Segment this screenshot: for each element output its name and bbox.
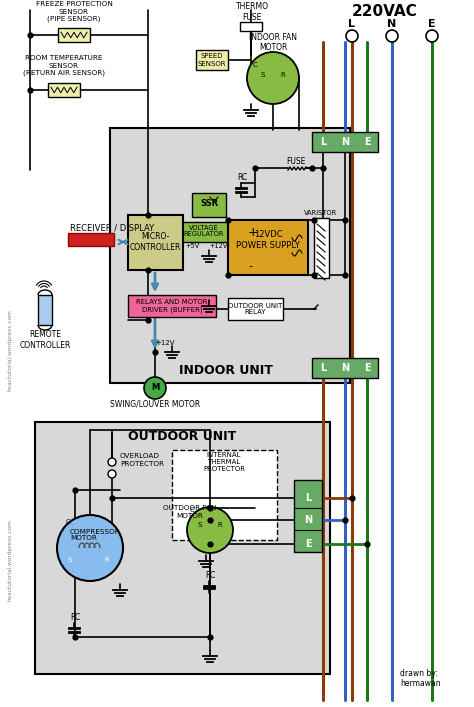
Bar (312, 132, 378, 152)
Text: 12VDC
POWER SUPPLY: 12VDC POWER SUPPLY (236, 230, 300, 250)
Text: FREEZE PROTECTION
SENSOR
(PIPE SENSOR): FREEZE PROTECTION SENSOR (PIPE SENSOR) (36, 1, 112, 22)
Bar (68, 233, 114, 246)
Bar (312, 358, 378, 378)
Bar (240, 22, 262, 31)
Text: hvactutorial.wordpress.com: hvactutorial.wordpress.com (8, 519, 12, 601)
Text: RELAYS AND MOTOR
DRIVER (BUFFER): RELAYS AND MOTOR DRIVER (BUFFER) (136, 299, 208, 312)
Text: +: + (248, 226, 259, 238)
Text: -: - (248, 261, 252, 271)
Text: hvactutorial.wordpress.com: hvactutorial.wordpress.com (8, 309, 12, 391)
Bar (110, 128, 350, 383)
Text: INDOOR UNIT: INDOOR UNIT (179, 363, 273, 377)
Text: SWING/LOUVER MOTOR: SWING/LOUVER MOTOR (110, 399, 200, 409)
Bar (228, 298, 283, 320)
Text: OVERLOAD
PROTECTOR: OVERLOAD PROTECTOR (120, 453, 164, 467)
Text: S: S (198, 522, 202, 528)
Circle shape (187, 507, 233, 553)
Text: ROOM TEMPERATURE
SENSOR
(RETURN AIR SENSOR): ROOM TEMPERATURE SENSOR (RETURN AIR SENS… (23, 56, 105, 76)
Text: RECEIVER / DISPLAY: RECEIVER / DISPLAY (70, 223, 154, 233)
Text: VOLTAGE
REGULATOR: VOLTAGE REGULATOR (184, 225, 224, 238)
Circle shape (247, 52, 299, 104)
Text: E: E (428, 19, 436, 29)
Text: COMPRESSOR
MOTOR: COMPRESSOR MOTOR (70, 529, 121, 542)
Bar (314, 218, 329, 278)
Circle shape (144, 377, 166, 399)
Text: REMOTE
CONTROLLER: REMOTE CONTROLLER (19, 330, 71, 350)
Text: INDOOR FAN
MOTOR: INDOOR FAN MOTOR (249, 33, 297, 52)
Text: S: S (68, 557, 72, 563)
Text: R: R (281, 72, 285, 78)
Text: INTERNAL
THERMAL
PROTECTOR: INTERNAL THERMAL PROTECTOR (203, 452, 245, 472)
Bar (196, 50, 228, 70)
Circle shape (108, 470, 116, 478)
Text: R: R (218, 522, 222, 528)
Text: M: M (151, 383, 159, 392)
Bar (128, 215, 183, 270)
Bar (294, 480, 322, 552)
Bar (35, 422, 330, 674)
Text: SSR: SSR (200, 199, 218, 209)
Text: E: E (305, 539, 311, 549)
Bar (38, 295, 52, 325)
Bar (180, 222, 228, 242)
Circle shape (426, 30, 438, 42)
Text: +12V: +12V (155, 340, 175, 346)
Text: L: L (348, 19, 356, 29)
Text: MICRO-
CONTROLLER: MICRO- CONTROLLER (129, 233, 181, 252)
Text: C: C (190, 507, 194, 513)
Text: drawn by:
hermawan: drawn by: hermawan (400, 669, 441, 688)
Text: N: N (304, 515, 312, 525)
Text: 220VAC: 220VAC (352, 4, 418, 20)
Text: OUTDOOR UNIT
RELAY: OUTDOOR UNIT RELAY (228, 303, 282, 315)
Text: E: E (364, 137, 370, 147)
Circle shape (346, 30, 358, 42)
Text: L: L (320, 137, 326, 147)
Text: +12V: +12V (209, 243, 227, 249)
Text: C: C (65, 519, 70, 525)
Text: RC: RC (205, 571, 215, 580)
Bar (128, 295, 216, 317)
Bar (48, 83, 80, 97)
Circle shape (386, 30, 398, 42)
Text: E: E (364, 363, 370, 373)
Text: N: N (341, 137, 349, 147)
Circle shape (108, 458, 116, 466)
Text: C: C (253, 62, 257, 68)
Text: L: L (305, 493, 311, 503)
Text: L: L (320, 363, 326, 373)
Bar (58, 28, 90, 42)
Bar (228, 220, 308, 275)
Text: N: N (341, 363, 349, 373)
Circle shape (57, 515, 123, 581)
Text: +5V: +5V (185, 243, 199, 249)
Bar (192, 193, 226, 217)
Bar (172, 450, 277, 540)
Text: RC: RC (70, 614, 80, 622)
Text: OUTDOOR FAN
MOTOR: OUTDOOR FAN MOTOR (164, 506, 217, 518)
Text: RC: RC (237, 173, 247, 182)
Text: N: N (387, 19, 397, 29)
Text: VARISTOR: VARISTOR (304, 210, 337, 216)
Text: SPEED
SENSOR: SPEED SENSOR (198, 54, 226, 66)
Text: R: R (105, 557, 109, 563)
Text: THERMO
FUSE: THERMO FUSE (236, 2, 268, 22)
Text: S: S (261, 72, 265, 78)
Text: FUSE: FUSE (286, 158, 306, 167)
Text: OUTDOOR UNIT: OUTDOOR UNIT (128, 429, 236, 443)
